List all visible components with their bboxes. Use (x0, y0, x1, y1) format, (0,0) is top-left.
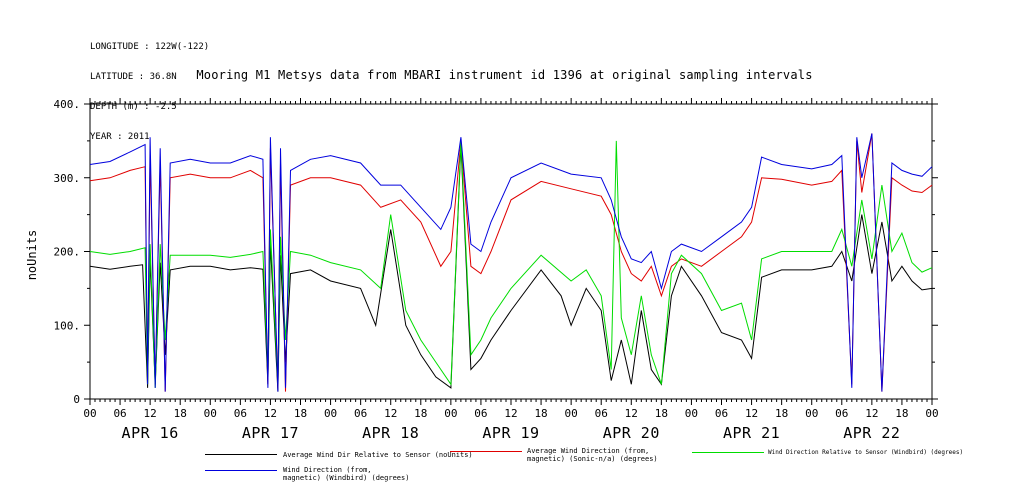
x-hour-label: 12 (264, 407, 277, 420)
x-hour-label: 00 (324, 407, 337, 420)
legend-label-green: Wind Direction Relative to Sensor (Windb… (768, 449, 964, 456)
x-hour-label: 12 (865, 407, 878, 420)
day-label: APR 19 (482, 424, 540, 442)
y-tick-label: 200. (54, 246, 81, 259)
legend-label-red-1: Average Wind Direction (from, (527, 447, 650, 455)
x-hour-label: 18 (895, 407, 908, 420)
depth-text: DEPTH (m) : -2.5 (90, 102, 177, 112)
x-hour-label: 12 (504, 407, 517, 420)
x-hour-label: 12 (745, 407, 758, 420)
x-hour-label: 12 (625, 407, 638, 420)
x-hour-label: 00 (444, 407, 457, 420)
legend-swatch-blue (205, 470, 277, 471)
header-info: LONGITUDE : 122W(-122) LATITUDE : 36.8N … (90, 22, 209, 152)
x-hour-label: 18 (655, 407, 668, 420)
y-tick-label: 100. (54, 319, 81, 332)
x-hour-label: 18 (414, 407, 427, 420)
x-hour-label: 06 (835, 407, 848, 420)
day-label: APR 18 (362, 424, 420, 442)
day-label: APR 17 (241, 424, 300, 442)
x-hour-label: 12 (384, 407, 397, 420)
legend-label-blue-1: Wind Direction (from, (283, 466, 372, 474)
x-hour-label: 06 (474, 407, 487, 420)
x-hour-label: 12 (144, 407, 157, 420)
chart-title: Mooring M1 Metsys data from MBARI instru… (196, 68, 813, 82)
x-hour-label: 00 (805, 407, 818, 420)
day-label: APR 16 (121, 424, 179, 442)
y-tick-label: 300. (54, 172, 81, 185)
longitude-text: LONGITUDE : 122W(-122) (90, 42, 210, 52)
x-hour-label: 00 (204, 407, 217, 420)
x-hour-label: 18 (294, 407, 307, 420)
x-hour-label: 00 (83, 407, 96, 420)
y-tick-label: 400. (54, 98, 81, 111)
x-hour-label: 00 (685, 407, 698, 420)
legend-label-blue-2: magnetic) (Windbird) (degrees) (283, 474, 410, 482)
day-label: APR 21 (722, 424, 781, 442)
x-hour-label: 06 (113, 407, 126, 420)
x-hour-label: 18 (534, 407, 547, 420)
y-tick-label: 0 (73, 393, 80, 406)
x-hour-label: 18 (174, 407, 187, 420)
x-hour-label: 06 (354, 407, 367, 420)
x-hour-label: 18 (775, 407, 788, 420)
series-line-2 (89, 140, 933, 388)
series-line-1 (89, 133, 933, 392)
year-text: YEAR : 2011 (90, 132, 150, 142)
legend-swatch-green (692, 452, 764, 453)
x-hour-label: 06 (234, 407, 247, 420)
x-hour-label: 06 (715, 407, 728, 420)
legend-label-red-2: magnetic) (Sonic-n/a) (degrees) (527, 455, 658, 463)
day-label: APR 22 (843, 424, 901, 442)
latitude-text: LATITUDE : 36.8N (90, 72, 177, 82)
series-line-3 (89, 133, 933, 392)
x-hour-label: 06 (595, 407, 608, 420)
legend-swatch-red (450, 451, 522, 452)
x-hour-label: 00 (565, 407, 578, 420)
legend-swatch-black (205, 454, 277, 455)
day-label: APR 20 (602, 424, 660, 442)
series-line-0 (89, 144, 933, 392)
legend-label-black: Average Wind Dir Relative to Sensor (noU… (283, 451, 473, 459)
x-hour-label: 00 (925, 407, 938, 420)
